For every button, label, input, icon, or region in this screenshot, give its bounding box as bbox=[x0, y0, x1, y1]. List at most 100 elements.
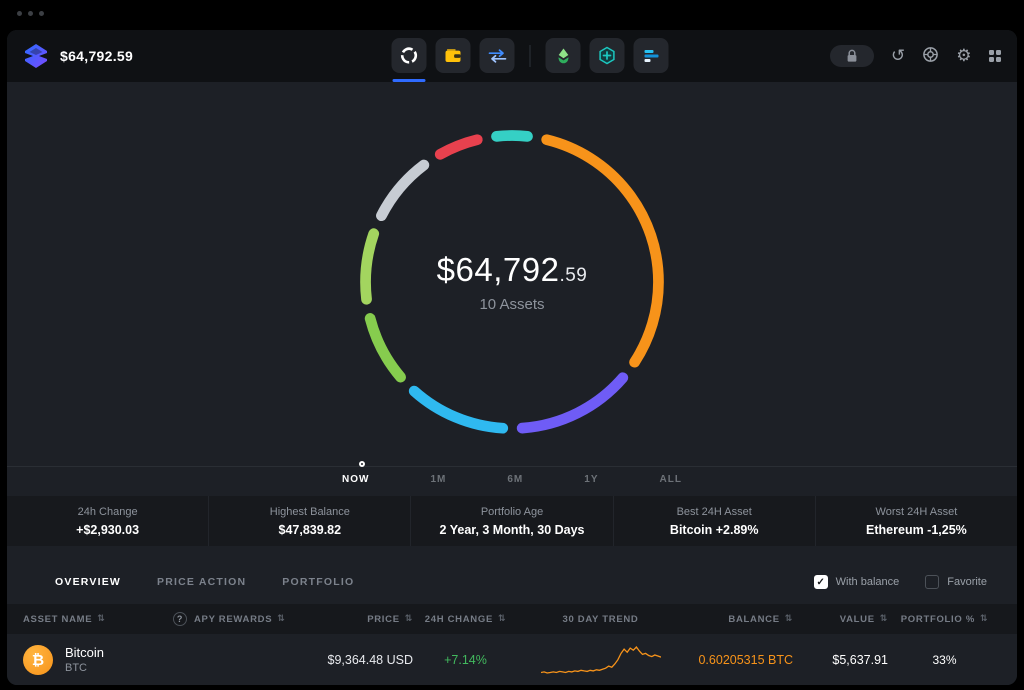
stat-best-asset: Best 24H Asset Bitcoin +2.89% bbox=[612, 496, 815, 546]
app-logo-icon bbox=[25, 44, 47, 68]
history-icon[interactable]: ↺ bbox=[891, 45, 906, 66]
wallet-icon bbox=[445, 49, 461, 62]
nav-portfolio-button[interactable] bbox=[391, 38, 427, 82]
col-apy-rewards[interactable]: ? APY REWARDS ⇅ bbox=[173, 612, 303, 626]
header-balance: $64,792.59 bbox=[60, 48, 134, 64]
timeline-labels: NOW 1M 6M 1Y ALL bbox=[342, 474, 682, 485]
sort-icon: ⇅ bbox=[404, 614, 413, 624]
tab-overview[interactable]: OVERVIEW bbox=[55, 576, 122, 588]
col-label: ASSET NAME bbox=[23, 613, 93, 625]
col-label: 30 DAY TREND bbox=[562, 613, 639, 625]
main-nav bbox=[391, 38, 669, 82]
grid-dot bbox=[996, 57, 1001, 63]
window-dot[interactable] bbox=[39, 11, 44, 16]
apps-grid-icon[interactable] bbox=[988, 49, 1001, 63]
portfolio-donut-chart[interactable] bbox=[346, 116, 678, 448]
stat-label: Highest Balance bbox=[269, 505, 350, 518]
help-icon[interactable]: ? bbox=[173, 612, 187, 626]
app-header: $64,792.59 bbox=[7, 30, 1017, 82]
col-label: BALANCE bbox=[728, 613, 780, 625]
timeline-1m[interactable]: 1M bbox=[430, 474, 447, 485]
stat-value: +$2,930.03 bbox=[76, 522, 140, 537]
trend-cell bbox=[518, 644, 683, 676]
col-label: PRICE bbox=[367, 613, 400, 625]
nav-wallet-button[interactable] bbox=[435, 38, 471, 73]
main-content: $64,792.59 10 Assets NOW 1M 6M 1Y ALL bbox=[7, 82, 1017, 685]
table-row[interactable]: ₿ Bitcoin BTC $9,364.48 USD +7.14% 0.602… bbox=[7, 634, 1017, 685]
stat-label: 24h Change bbox=[77, 505, 138, 518]
markets-icon bbox=[644, 49, 658, 62]
portfolio-pct-cell: 33% bbox=[932, 652, 957, 667]
timeline-marker[interactable] bbox=[359, 461, 365, 467]
portfolio-donut-section: $64,792.59 10 Assets bbox=[7, 82, 1017, 450]
trend-sparkline bbox=[540, 645, 661, 674]
timeline-1y[interactable]: 1Y bbox=[584, 474, 599, 485]
filter-label: With balance bbox=[835, 576, 900, 588]
col-30-day-trend[interactable]: 30 DAY TREND bbox=[518, 614, 683, 625]
nav-swap-button[interactable] bbox=[479, 38, 515, 73]
asset-tabs-row: OVERVIEW PRICE ACTION PORTFOLIO ✓ With b… bbox=[7, 560, 1017, 604]
stat-value: 2 Year, 3 Month, 30 Days bbox=[439, 522, 585, 537]
stats-row: 24h Change +$2,930.03 Highest Balance $4… bbox=[7, 496, 1017, 546]
check-icon: ✓ bbox=[816, 576, 825, 588]
nav-markets-button[interactable] bbox=[633, 38, 669, 73]
grid-dot bbox=[988, 57, 994, 63]
stat-label: Worst 24H Asset bbox=[875, 505, 958, 518]
nav-divider bbox=[529, 44, 531, 67]
timeline-6m[interactable]: 6M bbox=[507, 474, 524, 485]
value-cell: $5,637.91 bbox=[832, 652, 888, 667]
window-controls[interactable] bbox=[17, 11, 44, 16]
stat-value: Ethereum -1,25% bbox=[866, 522, 967, 537]
grid-dot bbox=[988, 49, 994, 55]
col-label: PORTFOLIO % bbox=[900, 613, 975, 625]
lock-icon bbox=[847, 49, 857, 62]
col-price[interactable]: PRICE ⇅ bbox=[303, 614, 413, 625]
with-balance-checkbox[interactable]: ✓ bbox=[813, 575, 828, 589]
timeline-track[interactable] bbox=[7, 466, 1017, 467]
col-balance[interactable]: BALANCE ⇅ bbox=[683, 614, 793, 625]
asset-symbol: BTC bbox=[65, 662, 87, 674]
buy-crypto-icon bbox=[599, 46, 615, 65]
balance-cell: 0.60205315 BTC bbox=[698, 652, 793, 667]
timeline-now[interactable]: NOW bbox=[342, 474, 370, 485]
col-label: VALUE bbox=[839, 613, 875, 625]
stat-highest-balance: Highest Balance $47,839.82 bbox=[208, 496, 410, 546]
col-portfolio-pct[interactable]: PORTFOLIO % ⇅ bbox=[888, 614, 1001, 625]
sort-icon: ⇅ bbox=[784, 614, 793, 624]
stat-value: Bitcoin +2.89% bbox=[669, 522, 759, 537]
asset-cell[interactable]: ₿ Bitcoin BTC bbox=[23, 644, 173, 675]
portfolio-donut-icon bbox=[400, 47, 418, 64]
timeline-all[interactable]: ALL bbox=[659, 474, 682, 485]
swap-icon bbox=[488, 48, 506, 63]
nav-staking-button[interactable] bbox=[545, 38, 581, 73]
lifebuoy-icon bbox=[923, 46, 939, 62]
stat-value: $47,839.82 bbox=[278, 522, 342, 537]
header-actions: ↺ ⚙ bbox=[830, 45, 1001, 67]
price-cell: $9,364.48 USD bbox=[327, 652, 413, 667]
settings-gear-icon[interactable]: ⚙ bbox=[956, 45, 972, 66]
filter-favorite[interactable]: ✓ Favorite bbox=[925, 575, 987, 589]
window-dot[interactable] bbox=[17, 11, 22, 16]
lock-button[interactable] bbox=[830, 45, 874, 67]
app-window: $64,792.59 bbox=[7, 30, 1017, 685]
bitcoin-icon: ₿ bbox=[23, 644, 53, 675]
grid-dot bbox=[996, 49, 1001, 55]
nav-buy-crypto-button[interactable] bbox=[589, 38, 625, 73]
col-label: APY REWARDS bbox=[194, 613, 273, 625]
col-label: 24H CHANGE bbox=[424, 613, 493, 625]
tab-price-action[interactable]: PRICE ACTION bbox=[157, 576, 247, 588]
tab-portfolio[interactable]: PORTFOLIO bbox=[282, 576, 355, 588]
filter-with-balance[interactable]: ✓ With balance bbox=[813, 575, 900, 589]
col-value[interactable]: VALUE ⇅ bbox=[793, 614, 888, 625]
support-icon[interactable] bbox=[922, 46, 939, 67]
window-dot[interactable] bbox=[28, 11, 33, 16]
sort-icon: ⇅ bbox=[277, 614, 286, 624]
col-asset-name[interactable]: ASSET NAME ⇅ bbox=[23, 614, 173, 625]
favorite-checkbox[interactable]: ✓ bbox=[925, 575, 940, 589]
col-24h-change[interactable]: 24H CHANGE ⇅ bbox=[413, 614, 518, 625]
stat-24h-change: 24h Change +$2,930.03 bbox=[7, 496, 208, 546]
change-cell: +7.14% bbox=[444, 652, 487, 667]
stat-label: Portfolio Age bbox=[480, 505, 544, 518]
header-left: $64,792.59 bbox=[23, 43, 133, 69]
